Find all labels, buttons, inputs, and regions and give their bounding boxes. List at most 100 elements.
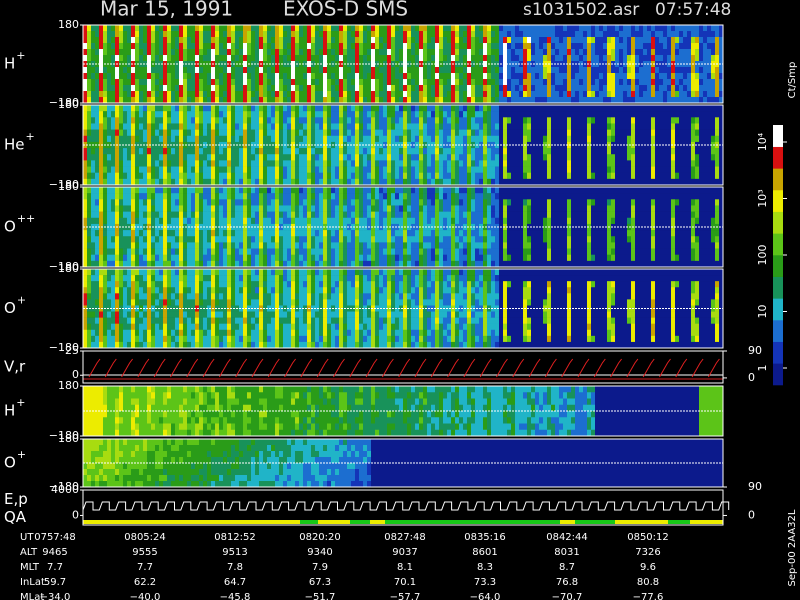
spectrogram-cell	[275, 97, 280, 104]
spectrogram-cell	[571, 160, 576, 167]
spectrogram-cell	[207, 178, 212, 186]
spectrogram-cell	[575, 178, 580, 186]
spectrogram-cell	[631, 31, 636, 38]
spectrogram-cell	[647, 43, 652, 50]
spectrogram-cell	[443, 154, 448, 161]
spectrogram-cell	[559, 154, 564, 161]
spectrogram-cell	[215, 111, 220, 118]
spectrogram-cell	[715, 67, 720, 74]
spectrogram-cell	[615, 178, 620, 186]
spectrogram-cell	[379, 172, 384, 180]
spectrogram-cell	[103, 49, 108, 56]
spectrogram-cell	[107, 154, 112, 161]
spectrogram-cell	[163, 129, 168, 137]
spectrogram-cell	[635, 148, 640, 155]
spectrogram-cell	[543, 123, 548, 130]
spectrogram-cell	[279, 172, 284, 180]
spectrogram-cell	[527, 55, 532, 62]
spectrogram-cell	[251, 172, 256, 180]
spectrogram-cell	[567, 85, 572, 92]
spectrogram-cell	[131, 43, 136, 50]
spectrogram-cell	[151, 73, 156, 80]
spectrogram-cell	[287, 160, 292, 167]
spectrogram-cell	[515, 135, 520, 143]
spectrogram-cell	[187, 123, 192, 130]
spectrogram-cell	[667, 148, 672, 155]
spectrogram-cell	[507, 85, 512, 92]
spectrogram-cell	[355, 160, 360, 167]
spectrogram-cell	[183, 248, 188, 255]
spectrogram-cell	[247, 205, 252, 212]
spectrogram-cell	[439, 129, 444, 137]
spectrogram-cell	[367, 55, 372, 62]
spectrogram-cell	[127, 230, 132, 237]
spectrogram-cell	[419, 178, 424, 186]
spectrogram-cell	[431, 49, 436, 56]
spectrogram-cell	[343, 111, 348, 118]
spectrogram-cell	[679, 91, 684, 98]
spectrogram-cell	[119, 172, 124, 180]
spectrogram-cell	[591, 55, 596, 62]
spectrogram-cell	[455, 105, 460, 112]
spectrogram-cell	[719, 97, 724, 104]
spectrogram-cell	[315, 254, 320, 262]
spectrogram-cell	[643, 117, 648, 124]
spectrogram-cell	[175, 166, 180, 173]
spectrogram-cell	[87, 111, 92, 118]
spectrogram-cell	[391, 160, 396, 167]
spectrogram-cell	[127, 135, 132, 143]
spectrogram-cell	[143, 97, 148, 104]
spectrogram-cell	[551, 135, 556, 143]
spectrogram-cell	[631, 178, 636, 186]
spectrogram-cell	[635, 85, 640, 92]
spectrogram-cell	[707, 141, 712, 149]
spectrogram-cell	[251, 25, 256, 32]
spectrogram-cell	[299, 242, 304, 249]
spectrogram-cell	[163, 154, 168, 161]
spectrogram-cell	[263, 25, 268, 32]
spectrogram-cell	[119, 160, 124, 167]
spectrogram-cell	[575, 37, 580, 44]
spectrogram-cell	[355, 166, 360, 173]
spectrogram-cell	[487, 123, 492, 130]
spectrogram-cell	[551, 67, 556, 74]
spectrogram-cell	[479, 105, 484, 112]
spectrogram-cell	[311, 230, 316, 237]
spectrogram-cell	[295, 91, 300, 98]
spectrogram-cell	[367, 79, 372, 86]
spectrogram-cell	[495, 178, 500, 186]
spectrogram-cell	[271, 211, 276, 219]
spectrogram-cell	[243, 260, 248, 268]
spectrogram-cell	[579, 160, 584, 167]
spectrogram-cell	[427, 117, 432, 124]
spectrogram-cell	[571, 67, 576, 74]
spectrogram-cell	[287, 193, 292, 200]
spectrogram-cell	[235, 123, 240, 130]
spectrogram-cell	[363, 117, 368, 124]
spectrogram-cell	[275, 105, 280, 112]
spectrogram-cell	[83, 236, 88, 243]
spectrogram-cell	[455, 178, 460, 186]
spectrogram-cell	[355, 97, 360, 104]
spectrogram-cell	[527, 79, 532, 86]
spectrogram-cell	[307, 148, 312, 155]
spectrogram-cell	[703, 67, 708, 74]
spectrogram-cell	[335, 135, 340, 143]
spectrogram-cell	[135, 211, 140, 219]
spectrogram-cell	[635, 31, 640, 38]
spectrogram-cell	[243, 97, 248, 104]
spectrogram-cell	[271, 166, 276, 173]
spectrogram-cell	[471, 91, 476, 98]
spectrogram-cell	[199, 129, 204, 137]
spectrogram-cell	[139, 55, 144, 62]
spectrogram-cell	[587, 25, 592, 32]
spectrogram-cell	[399, 25, 404, 32]
spectrogram-cell	[547, 129, 552, 137]
spectrogram-cell	[191, 79, 196, 86]
spectrogram-cell	[295, 254, 300, 262]
spectrogram-cell	[271, 187, 276, 194]
spectrogram-cell	[235, 97, 240, 104]
spectrogram-cell	[719, 31, 724, 38]
spectrogram-cell	[479, 91, 484, 98]
spectrogram-cell	[207, 129, 212, 137]
